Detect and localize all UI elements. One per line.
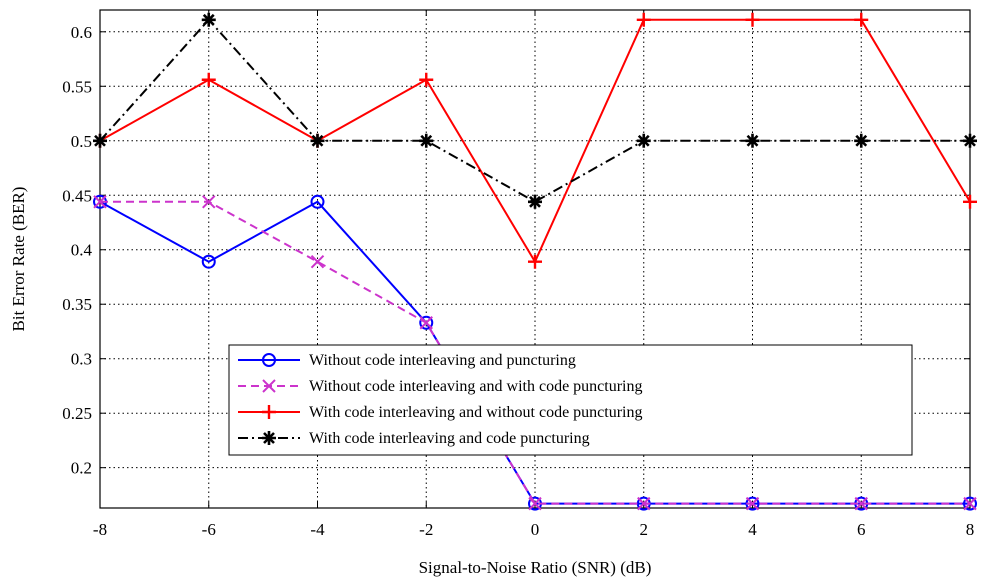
x-tick-label: -4 bbox=[310, 520, 325, 539]
legend-entry-2: Without code interleaving and with code … bbox=[238, 378, 642, 395]
y-tick-label: 0.2 bbox=[71, 459, 92, 478]
y-tick-label: 0.35 bbox=[62, 295, 92, 314]
y-tick-label: 0.4 bbox=[71, 241, 93, 260]
series-2-marker bbox=[93, 195, 107, 209]
y-tick-label: 0.55 bbox=[62, 77, 92, 96]
series-3-marker bbox=[419, 72, 434, 87]
series-layer bbox=[93, 12, 977, 511]
x-tick-label: 4 bbox=[748, 520, 757, 539]
legend-entry-3-marker bbox=[262, 405, 276, 419]
x-axis-label: Signal-to-Noise Ratio (SNR) (dB) bbox=[419, 558, 652, 577]
legend-entry-1: Without code interleaving and puncturing bbox=[238, 352, 576, 369]
series-2-marker bbox=[963, 496, 977, 511]
series-4-marker bbox=[528, 194, 542, 209]
legend: Without code interleaving and puncturing… bbox=[228, 344, 913, 456]
series-1-marker bbox=[963, 496, 977, 511]
series-2-marker bbox=[310, 255, 325, 269]
y-tick-label: 0.3 bbox=[71, 350, 92, 369]
x-tick-label: 0 bbox=[531, 520, 540, 539]
legend-entry-4-label: With code interleaving and code puncturi… bbox=[309, 430, 590, 447]
series-4-marker bbox=[854, 133, 869, 148]
y-tick-label: 0.5 bbox=[71, 132, 92, 151]
legend-box bbox=[228, 344, 913, 456]
series-4-marker bbox=[745, 133, 760, 148]
y-axis-label: Bit Error Rate (BER) bbox=[9, 187, 28, 332]
series-2-line bbox=[100, 200, 970, 505]
series-4-marker bbox=[636, 133, 651, 148]
series-4 bbox=[93, 12, 977, 209]
series-1-marker bbox=[310, 194, 325, 209]
legend-entry-4: With code interleaving and code puncturi… bbox=[238, 430, 590, 447]
x-tick-label: -2 bbox=[419, 520, 433, 539]
series-1-marker bbox=[419, 315, 434, 330]
series-2-marker bbox=[419, 316, 433, 330]
series-3-marker bbox=[854, 12, 869, 27]
series-4-marker bbox=[963, 133, 977, 148]
x-tick-label: -6 bbox=[202, 520, 216, 539]
x-tick-label: 8 bbox=[966, 520, 975, 539]
y-tick-label: 0.6 bbox=[71, 23, 92, 42]
y-tick-label: 0.45 bbox=[62, 186, 92, 205]
x-tick-label: 6 bbox=[857, 520, 866, 539]
series-3-marker bbox=[201, 72, 216, 87]
x-tick-label: -8 bbox=[93, 520, 107, 539]
series-2-marker bbox=[637, 496, 651, 511]
x-tick-label: 2 bbox=[640, 520, 649, 539]
series-4-line bbox=[99, 18, 970, 203]
series-2-marker bbox=[202, 195, 216, 209]
series-2-marker bbox=[854, 496, 868, 511]
series-3-marker bbox=[636, 12, 651, 27]
series-2-marker bbox=[528, 496, 542, 511]
series-4-marker bbox=[93, 133, 107, 148]
series-3-marker bbox=[963, 194, 977, 209]
legend-entry-3-label: With code interleaving and without code … bbox=[309, 404, 642, 421]
series-4-marker bbox=[419, 133, 434, 148]
series-2 bbox=[93, 195, 977, 511]
series-4-marker bbox=[310, 133, 325, 148]
y-tick-label: 0.25 bbox=[62, 404, 92, 423]
series-3-marker bbox=[528, 254, 542, 269]
series-1-marker bbox=[201, 254, 216, 269]
legend-entry-4-marker bbox=[262, 431, 276, 445]
legend-entry-1-label: Without code interleaving and puncturing bbox=[309, 352, 576, 369]
legend-entry-3: With code interleaving and without code … bbox=[238, 404, 642, 421]
legend-entry-2-label: Without code interleaving and with code … bbox=[309, 378, 642, 395]
legend-entry-1-marker bbox=[262, 353, 276, 367]
series-2-marker bbox=[745, 496, 760, 511]
series-4-marker bbox=[201, 12, 216, 27]
series-3-marker bbox=[745, 12, 760, 27]
legend-entry-2-marker bbox=[262, 379, 276, 393]
axis-ticks: -8 -6 -4 -2 0 2 4 6 8 0.2 0.25 0.3 0.35 0.4 0.45 0.5 0.5… bbox=[62, 10, 974, 539]
